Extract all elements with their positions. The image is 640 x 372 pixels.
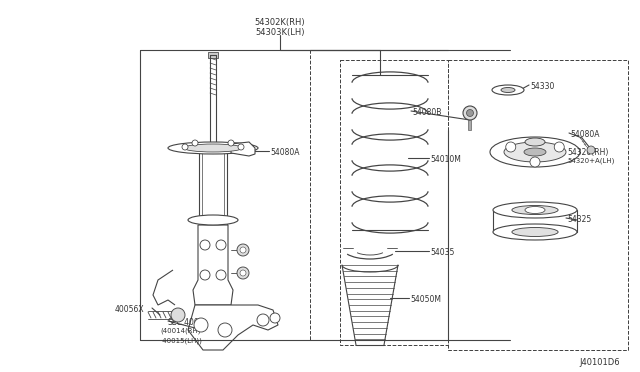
Ellipse shape <box>493 202 577 218</box>
Circle shape <box>194 318 208 332</box>
Circle shape <box>237 244 249 256</box>
Bar <box>208 52 218 58</box>
Bar <box>199 145 227 225</box>
Circle shape <box>240 270 246 276</box>
Text: 54035: 54035 <box>430 248 454 257</box>
Text: 54080B: 54080B <box>412 108 442 117</box>
Circle shape <box>237 267 249 279</box>
Circle shape <box>216 270 226 280</box>
Circle shape <box>554 142 564 152</box>
Circle shape <box>218 323 232 337</box>
Ellipse shape <box>493 224 577 240</box>
Ellipse shape <box>524 148 546 156</box>
Circle shape <box>238 144 244 150</box>
Polygon shape <box>231 142 255 156</box>
Text: 54303K(LH): 54303K(LH) <box>255 28 305 37</box>
Circle shape <box>216 240 226 250</box>
Text: (40014(RH): (40014(RH) <box>160 328 200 334</box>
Circle shape <box>270 313 280 323</box>
Circle shape <box>467 109 474 116</box>
Ellipse shape <box>512 205 558 215</box>
Text: 54320(RH): 54320(RH) <box>567 148 609 157</box>
Text: J40101D6: J40101D6 <box>579 358 620 367</box>
Text: 40015(LH)): 40015(LH)) <box>160 337 202 343</box>
Circle shape <box>530 157 540 167</box>
Text: 54050M: 54050M <box>410 295 441 304</box>
Text: 54010M: 54010M <box>430 155 461 164</box>
Ellipse shape <box>501 87 515 93</box>
Circle shape <box>200 270 210 280</box>
Text: 54320+A(LH): 54320+A(LH) <box>567 157 614 164</box>
Ellipse shape <box>490 137 580 167</box>
Ellipse shape <box>512 228 558 237</box>
Text: 54330: 54330 <box>530 82 554 91</box>
Circle shape <box>192 140 198 146</box>
Circle shape <box>240 247 246 253</box>
Polygon shape <box>188 305 278 350</box>
Text: 54080A: 54080A <box>570 130 600 139</box>
Text: 40056X: 40056X <box>115 305 145 314</box>
Ellipse shape <box>525 138 545 146</box>
Ellipse shape <box>504 142 566 162</box>
Circle shape <box>257 314 269 326</box>
Circle shape <box>506 142 516 152</box>
Ellipse shape <box>492 85 524 95</box>
Ellipse shape <box>188 215 238 225</box>
Text: SEC.400: SEC.400 <box>168 318 200 327</box>
Circle shape <box>200 240 210 250</box>
Ellipse shape <box>525 206 545 214</box>
Circle shape <box>171 308 185 322</box>
Circle shape <box>587 146 595 154</box>
Circle shape <box>463 106 477 120</box>
Ellipse shape <box>184 144 243 152</box>
Bar <box>468 120 472 130</box>
Text: 54302K(RH): 54302K(RH) <box>255 18 305 27</box>
Ellipse shape <box>168 142 258 154</box>
Circle shape <box>182 144 188 150</box>
Circle shape <box>228 140 234 146</box>
Text: 54325: 54325 <box>567 215 591 224</box>
Text: 54080A: 54080A <box>270 148 300 157</box>
Polygon shape <box>193 225 233 305</box>
